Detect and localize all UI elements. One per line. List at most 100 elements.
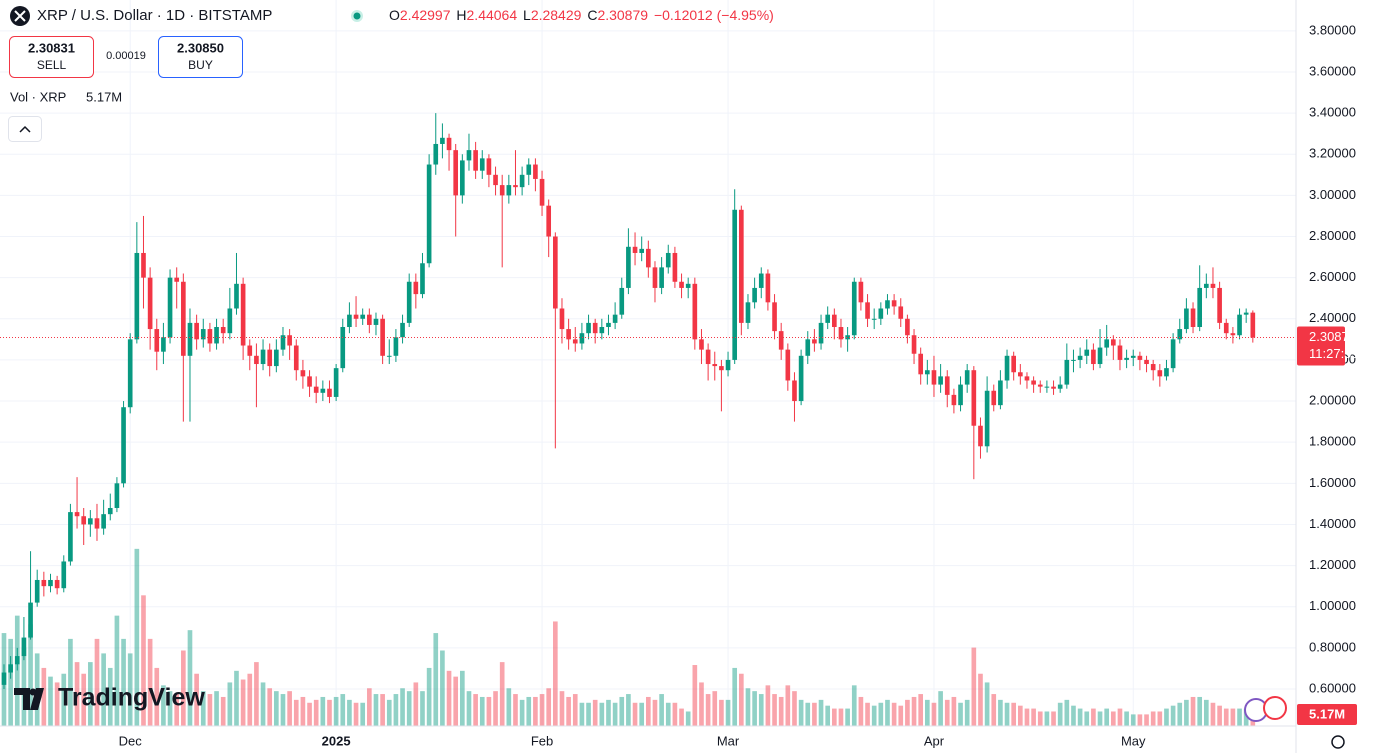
- buy-price[interactable]: 2.30850: [177, 40, 224, 55]
- x-tick-label: May: [1121, 733, 1146, 748]
- candle-body: [1057, 384, 1063, 389]
- candle-body: [533, 164, 538, 179]
- candle-body: [991, 390, 997, 406]
- volume-bar: [1177, 702, 1183, 726]
- volume-bar: [958, 702, 963, 726]
- logo-text: TradingView: [58, 684, 205, 712]
- volume-bar: [918, 694, 924, 726]
- buy-box[interactable]: [158, 36, 243, 78]
- volume-bar: [898, 705, 904, 726]
- candle-body: [440, 137, 445, 144]
- candle-body: [28, 602, 33, 638]
- collapse-icon[interactable]: [19, 125, 31, 133]
- volume-bar: [167, 691, 173, 726]
- candle-body: [1011, 355, 1017, 373]
- volume-bar: [1124, 711, 1129, 726]
- volume-bar: [506, 688, 512, 726]
- candle-body: [400, 322, 405, 338]
- volume-bar: [1144, 714, 1149, 726]
- volume-bar: [699, 682, 704, 726]
- candle-body: [267, 349, 273, 367]
- logo: TradingView: [14, 684, 205, 712]
- candle-body: [951, 394, 957, 406]
- sell-label[interactable]: SELL: [37, 58, 67, 72]
- candle-body: [1177, 329, 1183, 340]
- candle-body: [1071, 359, 1076, 361]
- symbol-icon-mark: [14, 10, 26, 22]
- candle-body: [8, 664, 13, 673]
- candle-body: [885, 300, 890, 309]
- volume-bar: [380, 694, 385, 726]
- volume-bar: [526, 696, 532, 726]
- y-tick-label: 0.80000: [1309, 639, 1356, 654]
- volume-bar: [94, 638, 100, 726]
- volume-bar: [161, 685, 166, 726]
- volume-bar: [1217, 705, 1222, 726]
- volume-bar: [114, 615, 120, 726]
- volume-bar: [320, 696, 326, 726]
- sell-box[interactable]: [9, 36, 94, 78]
- candle-body: [1130, 355, 1136, 358]
- volume-bar: [373, 694, 379, 726]
- candle-body: [88, 518, 93, 525]
- candle-body: [307, 376, 312, 387]
- candle-body: [107, 507, 113, 515]
- sell-price[interactable]: 2.30831: [28, 40, 75, 55]
- settings-icon[interactable]: [1331, 735, 1345, 749]
- volume-bar: [546, 688, 552, 726]
- volume-bar: [725, 699, 731, 726]
- volume-bar: [632, 702, 638, 726]
- volume-bar: [460, 670, 465, 726]
- sell-button[interactable]: 2.30831 SELL: [9, 36, 94, 78]
- candle-body: [626, 246, 631, 288]
- candle-body: [778, 331, 784, 350]
- candle-body: [944, 376, 950, 395]
- candle-body: [513, 185, 518, 188]
- candle-body: [739, 209, 744, 323]
- volume-bar: [234, 670, 239, 726]
- volume-bar: [878, 702, 884, 726]
- candle-body: [234, 283, 239, 309]
- volume-bar: [1184, 699, 1189, 726]
- ohlc-label: L: [523, 7, 531, 23]
- volume-bar: [752, 691, 757, 726]
- volume-bar: [181, 650, 186, 726]
- volume-bar: [925, 699, 930, 726]
- volume-bar: [420, 691, 425, 726]
- buy-button[interactable]: 2.30850 BUY: [158, 36, 243, 78]
- y-tick-label: 3.80000: [1309, 22, 1356, 37]
- volume-bar: [107, 667, 113, 726]
- volume-bar: [659, 694, 664, 726]
- candle-body: [752, 287, 757, 303]
- volume-bar: [386, 699, 392, 726]
- candle-body: [1164, 368, 1169, 377]
- y-tick-label: 2.60000: [1309, 269, 1356, 284]
- candle-body: [167, 277, 173, 338]
- volume-bar: [1110, 711, 1116, 726]
- volume-value-box: [1297, 704, 1357, 725]
- volume-bar: [612, 702, 618, 726]
- y-tick-label: 2.00000: [1309, 392, 1356, 407]
- candle-body: [453, 150, 459, 196]
- collapse-box[interactable]: [8, 116, 42, 142]
- candle-body: [825, 314, 831, 323]
- candle-body: [599, 327, 605, 334]
- collapse-button[interactable]: [8, 116, 42, 142]
- buy-label[interactable]: BUY: [188, 58, 213, 72]
- volume-bar: [606, 699, 611, 726]
- candle-body: [679, 281, 684, 288]
- volume-bar: [367, 688, 372, 726]
- volume-bar: [758, 694, 764, 726]
- logo-mark: [14, 688, 44, 710]
- volume-bar: [646, 696, 651, 726]
- volume-bar: [553, 621, 558, 726]
- volume-bar: [1011, 702, 1017, 726]
- x-tick-label: Feb: [531, 733, 553, 748]
- volume-bar: [1137, 714, 1143, 726]
- volume-bar: [519, 699, 525, 726]
- candle-body: [300, 370, 306, 377]
- candle-body: [446, 137, 452, 151]
- candle-body: [646, 248, 651, 268]
- volume-bar: [639, 702, 645, 726]
- event-icon[interactable]: [1263, 696, 1287, 720]
